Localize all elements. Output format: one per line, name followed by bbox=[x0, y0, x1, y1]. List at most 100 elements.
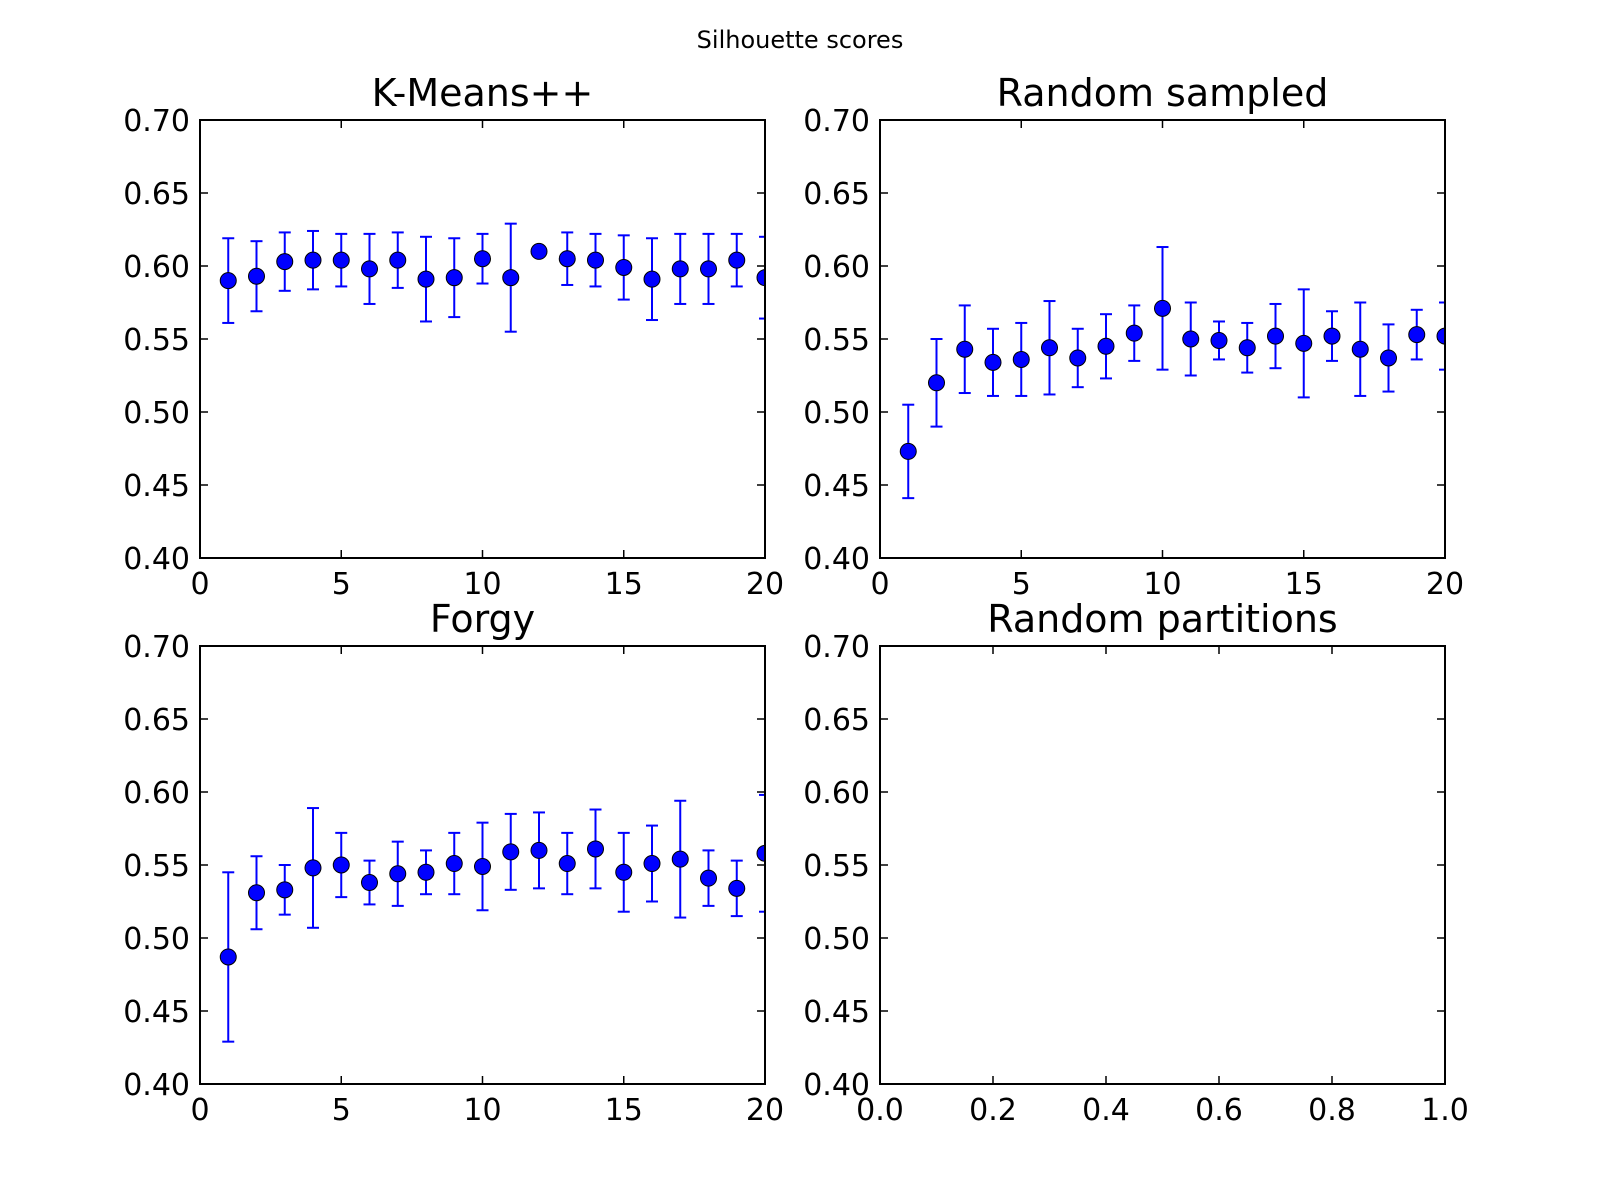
x-tick-label: 0.8 bbox=[1308, 1093, 1356, 1128]
x-tick-label: 1.0 bbox=[1421, 1093, 1469, 1128]
x-tick-label: 5 bbox=[332, 1093, 351, 1128]
x-tick-label: 10 bbox=[463, 567, 501, 602]
figure-suptitle: Silhouette scores bbox=[697, 26, 904, 54]
data-point bbox=[728, 879, 746, 897]
data-point bbox=[1323, 327, 1341, 345]
y-tick-label: 0.50 bbox=[803, 922, 870, 957]
data-point bbox=[615, 258, 633, 276]
data-point bbox=[417, 863, 435, 881]
data-point bbox=[700, 260, 717, 278]
data-point bbox=[276, 253, 294, 271]
axes-frame bbox=[199, 119, 766, 559]
data-point bbox=[956, 340, 974, 358]
data-point bbox=[1210, 331, 1228, 349]
data-point bbox=[700, 869, 717, 887]
data-point bbox=[643, 270, 661, 288]
y-tick-label: 0.40 bbox=[803, 542, 870, 577]
x-tick-label: 15 bbox=[605, 1093, 643, 1128]
y-tick-label: 0.70 bbox=[123, 630, 190, 665]
data-point bbox=[389, 865, 407, 883]
data-point bbox=[899, 442, 917, 460]
subplot-1: K-Means++ 0.40 0.45 0.50 0.55 0.60 0.65 0.70 0 5 1… bbox=[123, 71, 784, 602]
data-point bbox=[474, 857, 491, 875]
y-tick-label: 0.60 bbox=[803, 776, 870, 811]
subplot-4: Random partitions 0.40 0.45 0.50 0.55 0.60 0.6… bbox=[803, 597, 1469, 1128]
axes-frame bbox=[199, 645, 766, 1085]
data-point bbox=[530, 242, 548, 260]
y-tick-label: 0.65 bbox=[123, 703, 190, 738]
y-tick-label: 0.45 bbox=[123, 995, 190, 1030]
y-tick-label: 0.70 bbox=[803, 104, 870, 139]
data-point bbox=[332, 856, 350, 874]
y-tick-label: 0.40 bbox=[123, 542, 190, 577]
data-point bbox=[1436, 327, 1445, 345]
data-point bbox=[1041, 339, 1058, 357]
data-point bbox=[417, 270, 435, 288]
data-point bbox=[1351, 340, 1369, 358]
data-point bbox=[502, 269, 520, 287]
data-point bbox=[558, 250, 576, 268]
data-point bbox=[502, 843, 520, 861]
x-tick-label: 0.6 bbox=[1195, 1093, 1243, 1128]
data-point bbox=[248, 884, 265, 902]
y-tick-label: 0.50 bbox=[123, 922, 190, 957]
x-tick-label: 20 bbox=[1426, 567, 1464, 602]
y-tick-label: 0.55 bbox=[803, 849, 870, 884]
x-tick-label: 0 bbox=[190, 567, 209, 602]
data-point bbox=[219, 272, 237, 290]
data-point bbox=[728, 251, 746, 269]
x-tick-label: 15 bbox=[1285, 567, 1323, 602]
data-point bbox=[1154, 299, 1171, 317]
y-tick-label: 0.40 bbox=[803, 1068, 870, 1103]
y-tick-label: 0.50 bbox=[123, 396, 190, 431]
data-point bbox=[1069, 349, 1087, 367]
x-tick-label: 0.4 bbox=[1082, 1093, 1130, 1128]
data-point bbox=[984, 353, 1002, 371]
data-point bbox=[1408, 326, 1426, 344]
data-point bbox=[1182, 330, 1200, 348]
y-tick-label: 0.60 bbox=[123, 250, 190, 285]
data-point bbox=[1012, 350, 1030, 368]
x-tick-label: 20 bbox=[746, 1093, 784, 1128]
x-tick-label: 0 bbox=[190, 1093, 209, 1128]
subplot-title: Random sampled bbox=[997, 71, 1329, 115]
data-point bbox=[671, 850, 689, 868]
x-tick-label: 0 bbox=[870, 567, 889, 602]
data-point bbox=[445, 269, 463, 287]
data-point bbox=[587, 251, 604, 269]
y-tick-label: 0.45 bbox=[803, 995, 870, 1030]
data-point bbox=[530, 841, 548, 859]
data-series bbox=[219, 793, 765, 1043]
data-point bbox=[361, 874, 378, 892]
data-series bbox=[219, 222, 765, 333]
subplot-title: K-Means++ bbox=[372, 71, 594, 115]
x-tick-label: 5 bbox=[1012, 567, 1031, 602]
y-tick-label: 0.45 bbox=[803, 469, 870, 504]
data-point bbox=[332, 251, 350, 269]
data-point bbox=[304, 859, 322, 877]
data-point bbox=[1267, 327, 1284, 345]
y-tick-label: 0.70 bbox=[803, 630, 870, 665]
y-tick-label: 0.55 bbox=[123, 323, 190, 358]
data-point bbox=[1238, 339, 1256, 357]
data-point bbox=[643, 855, 661, 873]
subplot-3: Forgy 0.40 0.45 0.50 0.55 0.60 0.65 0.70 0 5 10 15 2… bbox=[123, 597, 784, 1128]
data-point bbox=[1097, 337, 1115, 355]
y-tick-label: 0.60 bbox=[803, 250, 870, 285]
subplot-title: Random partitions bbox=[987, 597, 1337, 641]
subplot-title: Forgy bbox=[430, 597, 535, 641]
y-tick-label: 0.60 bbox=[123, 776, 190, 811]
data-point bbox=[304, 251, 322, 269]
data-point bbox=[1295, 334, 1313, 352]
y-tick-label: 0.50 bbox=[803, 396, 870, 431]
y-tick-label: 0.55 bbox=[803, 323, 870, 358]
y-tick-label: 0.70 bbox=[123, 104, 190, 139]
x-tick-label: 10 bbox=[1143, 567, 1181, 602]
data-point bbox=[615, 863, 633, 881]
data-point bbox=[558, 855, 576, 873]
y-tick-label: 0.65 bbox=[123, 177, 190, 212]
x-tick-label: 10 bbox=[463, 1093, 501, 1128]
data-point bbox=[276, 881, 294, 899]
data-point bbox=[756, 844, 765, 862]
x-tick-label: 5 bbox=[332, 567, 351, 602]
